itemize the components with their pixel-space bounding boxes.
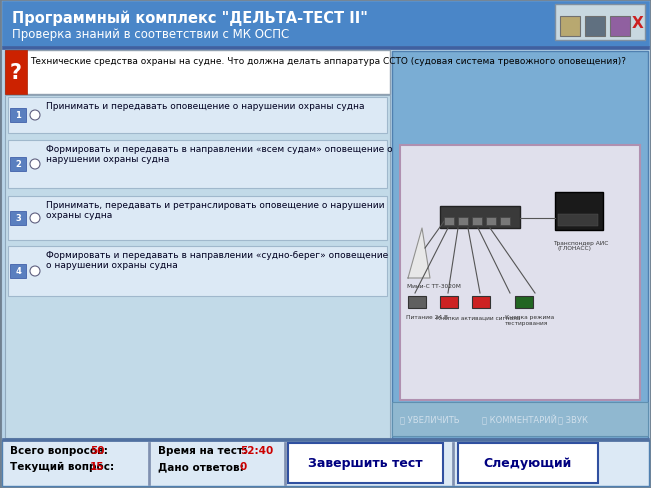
Circle shape [30,266,40,276]
Text: 0: 0 [240,461,247,471]
Bar [8,197,387,241]
Circle shape [30,214,40,224]
Bar [500,218,510,225]
Bar [444,218,454,225]
Bar [5,96,390,438]
Text: Формировать и передавать в направлении «всем судам» оповещение о
нарушении охран: Формировать и передавать в направлении «… [46,145,393,164]
Text: Транспондер АИС: Транспондер АИС [553,241,609,245]
Bar [610,17,630,37]
Text: Текущий вопрос:: Текущий вопрос: [10,461,114,471]
Bar [486,218,496,225]
Bar [2,2,649,47]
Text: 2: 2 [15,160,21,169]
Text: Программный комплекс "ДЕЛЬТА-ТЕСТ II": Программный комплекс "ДЕЛЬТА-ТЕСТ II" [12,11,368,26]
Bar [458,218,468,225]
Bar [458,443,598,483]
Text: Дано ответов:: Дано ответов: [158,461,243,471]
Text: Кнопки активации сигнала: Кнопки активации сигнала [436,314,521,319]
Bar [452,442,454,485]
Bar [10,212,26,225]
Bar [288,443,443,483]
Text: Формировать и передавать в направлении «судно-берег» оповещение
о нарушении охра: Формировать и передавать в направлении «… [46,250,388,270]
Bar [392,52,648,438]
Text: 3: 3 [15,214,21,223]
Bar [10,264,26,279]
Bar [284,442,286,485]
Text: 🔍 УВЕЛИЧИТЬ: 🔍 УВЕЛИЧИТЬ [400,415,460,424]
Bar [8,98,387,134]
Bar [440,296,458,308]
Bar [2,438,649,441]
Bar [558,215,598,226]
Text: Время на тест:: Время на тест: [158,445,247,455]
Circle shape [30,111,40,121]
Text: 15: 15 [90,461,105,471]
Text: Кнопка режима
тестирования: Кнопка режима тестирования [505,314,554,325]
Text: Мини-С ТТ-3020М: Мини-С ТТ-3020М [407,284,461,288]
Bar [560,17,580,37]
Bar [8,141,387,189]
Text: Технические средства охраны на судне. Что должна делать аппаратура ССТО (судовая: Технические средства охраны на судне. Чт… [30,57,626,66]
Text: 1: 1 [15,111,21,120]
Text: (ГЛОНАСС): (ГЛОНАСС) [557,245,591,250]
Circle shape [30,160,40,170]
Text: Принимать и передавать оповещение о нарушении охраны судна: Принимать и передавать оповещение о нару… [46,102,365,111]
Bar [10,158,26,172]
Text: 4: 4 [15,267,21,276]
Bar [585,17,605,37]
Text: Завершить тест: Завершить тест [308,457,422,469]
Bar [472,296,490,308]
Text: 🔍 ЗВУК: 🔍 ЗВУК [558,415,588,424]
Bar [2,47,649,50]
Text: X: X [632,17,644,31]
Text: Всего вопросов:: Всего вопросов: [10,445,108,455]
Bar [8,246,387,296]
Text: 50: 50 [90,445,105,455]
Bar [5,51,27,95]
Text: 🔍 КОММЕНТАРИЙ: 🔍 КОММЕНТАРИЙ [482,414,557,424]
Text: Проверка знаний в соответствии с МК ОСПС: Проверка знаний в соответствии с МК ОСПС [12,28,289,41]
Bar [10,109,26,123]
Text: ?: ? [10,63,22,83]
Text: Питание 24 В: Питание 24 В [406,314,448,319]
Bar [440,206,520,228]
Polygon shape [408,228,430,279]
Bar [5,51,390,95]
Bar [515,296,533,308]
Bar [148,442,150,485]
Bar [392,402,648,436]
Bar [555,193,603,230]
Bar [400,146,640,400]
Bar [2,440,649,486]
Text: Принимать, передавать и ретранслировать оповещение о нарушении
охраны судна: Принимать, передавать и ретранслировать … [46,201,385,220]
Bar [408,296,426,308]
Bar [472,218,482,225]
Text: 52:40: 52:40 [240,445,273,455]
Text: Следующий: Следующий [484,457,572,469]
Bar [555,5,645,41]
